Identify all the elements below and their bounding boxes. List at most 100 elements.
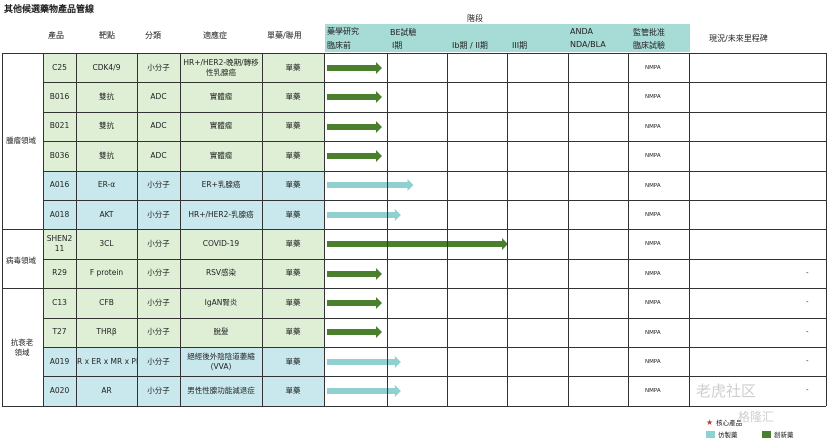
phase-bottom-5: NDA/BLA [570,40,606,49]
cell-category: 小分子 [137,347,180,377]
phase-divider [507,53,508,406]
progress-arrow [327,267,382,280]
star-icon: ★ [706,417,714,427]
phase-bottom-1: 臨床前 [327,41,351,50]
approval-agency: NMPA [645,182,661,189]
approval-agency: NMPA [645,329,661,336]
row-divider [43,376,826,378]
phase-header-bar [325,24,690,52]
cell-mode: 單藥 [262,376,324,406]
approval-agency: NMPA [645,241,661,248]
approval-agency: NMPA [645,153,661,160]
cell-target: CFB [76,288,137,318]
cell-target: 雙抗 [76,141,137,171]
phase-bottom-2: I期 [392,41,403,50]
column-divider [137,53,138,406]
phase-bottom-3: Ib期 / II期 [452,41,488,50]
target-column-header: 靶點 [99,31,115,40]
phase-bottom-6: 臨床試驗 [633,41,665,50]
cell-mode: 單藥 [262,229,324,259]
cell-product: B021 [43,111,76,142]
cell-category: 小分子 [137,53,180,83]
cell-mode: 單藥 [262,141,324,171]
cell-product: C13 [43,288,76,318]
cell-product: A018 [43,200,76,230]
milestone-value: - [806,327,809,336]
progress-arrow [327,120,382,133]
row-divider [43,258,826,260]
row-divider [43,288,826,290]
cell-mode: 單藥 [262,258,324,289]
area-label-anti-aging: 抗衰老領域 [10,338,34,357]
cell-target: 雙抗 [76,111,137,142]
generic-swatch [706,430,715,438]
milestone-value: - [806,386,809,395]
cell-target: AR x ER x MR x PR [76,347,137,377]
phase-divider [568,53,569,406]
cell-product: SHEN211 [43,229,76,259]
cell-mode: 單藥 [262,347,324,377]
approval-agency: NMPA [645,212,661,218]
cell-category: ADC [137,111,180,142]
cell-indication: ER+乳腺癌 [180,170,262,200]
row-divider [43,170,826,172]
progress-arrow-shape [327,61,382,74]
cell-target: F protein [76,258,137,289]
cell-category: 小分子 [137,288,180,318]
row-divider [43,111,826,113]
cell-mode: 單藥 [262,200,324,230]
progress-arrow-shape [327,179,414,192]
progress-arrow [327,326,382,339]
area-label-oncology: 腫瘤領域 [6,136,36,145]
cell-indication: IgAN腎炎 [180,288,262,318]
area-label-virology: 病毒領域 [6,256,36,265]
cell-target: 雙抗 [76,82,137,112]
approval-agency: NMPA [645,94,661,101]
approval-agency: NMPA [645,65,661,71]
progress-arrow [327,296,382,309]
approval-agency: NMPA [645,388,661,395]
milestone-divider [689,53,690,406]
cell-indication: 實體瘤 [180,82,262,112]
progress-arrow [327,149,382,162]
cell-target: THRβ [76,317,137,347]
phase-divider [628,53,629,406]
stage-header: 階段 [467,14,483,23]
cell-product: A016 [43,170,76,200]
cell-category: 小分子 [137,229,180,259]
milestone-column-header: 現況/未來里程碑 [709,34,768,43]
progress-arrow [327,238,508,251]
legend-generic: 仿製藥 [706,429,738,439]
cell-product: R29 [43,258,76,289]
cell-product: A019 [43,347,76,377]
row-divider [43,141,826,143]
cell-product: A020 [43,376,76,406]
progress-arrow-shape [327,208,401,221]
cell-indication: COVID-19 [180,229,262,259]
area-column-border [43,53,44,406]
phase-divider [447,53,448,406]
phase-divider [387,53,388,406]
cell-indication: 絕經後外陰陰道萎縮 (VVA) [180,347,262,377]
cell-target: ER-α [76,170,137,200]
area-divider [2,288,43,290]
cell-category: 小分子 [137,170,180,200]
legend-core: ★ 核心產品 [706,417,742,428]
row-divider [43,200,826,201]
approval-agency: NMPA [645,359,661,365]
phase-divider [324,53,325,406]
approval-agency: NMPA [645,123,661,130]
legend-generic-label: 仿製藥 [718,431,738,439]
area-divider [2,229,43,231]
milestone-value: - [806,298,809,307]
cell-indication: RSV感染 [180,258,262,289]
row-divider [43,405,826,407]
milestone-value: - [806,268,809,277]
progress-arrow-shape [327,238,508,251]
legend-innovative: 創新藥 [762,429,794,439]
progress-arrow [327,91,382,104]
cell-mode: 單藥 [262,170,324,200]
approval-agency: NMPA [645,300,661,307]
progress-arrow-shape [327,91,382,104]
product-column-header: 產品 [48,31,64,40]
